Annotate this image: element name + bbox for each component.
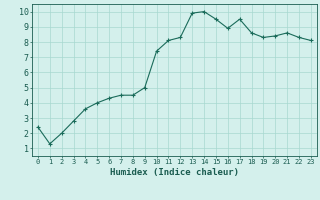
X-axis label: Humidex (Indice chaleur): Humidex (Indice chaleur): [110, 168, 239, 177]
